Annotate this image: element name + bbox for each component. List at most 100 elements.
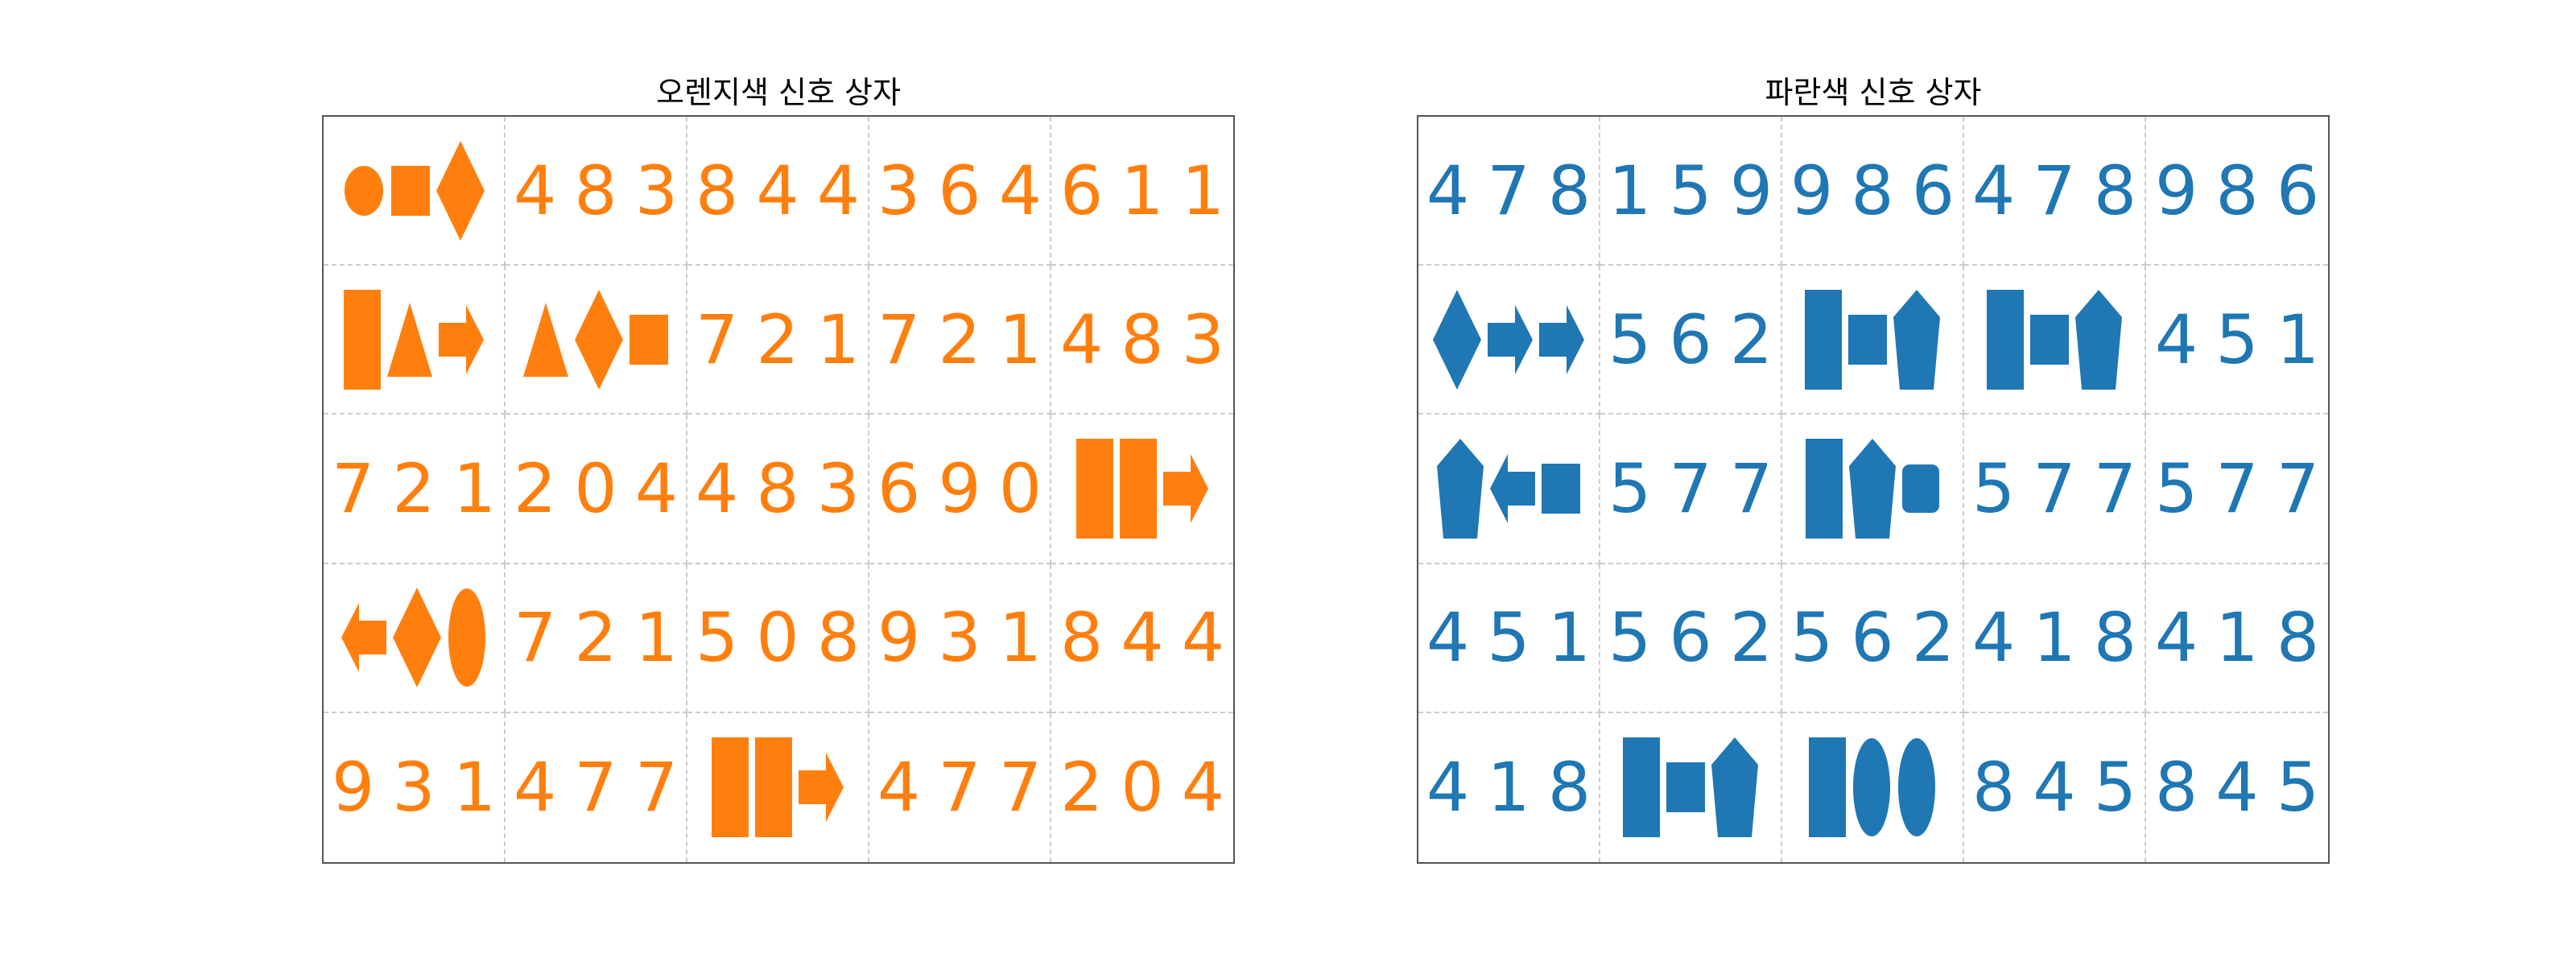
signal-number: 986 [1790,151,1964,230]
signal-number: 931 [877,598,1051,678]
blue-cell-r1-c5: 986 [2146,117,2328,266]
shape-group [1806,438,1939,539]
signal-number: 577 [1608,448,1782,528]
tall-rect-icon [1076,438,1113,539]
blue-cell-r5-c3 [1782,712,1964,862]
blue-signal-panel: 파란색 신호 상자 478 159 986 478 986 562 451 577 577 577… [1417,0,2330,966]
blue-cell-r2-c3 [1782,266,1964,415]
blue-cell-r2-c1 [1418,266,1600,415]
signal-number: 690 [877,448,1051,528]
signal-number: 159 [1608,151,1782,230]
arrow-right-icon [1163,453,1208,523]
rounded-square-icon [1902,464,1939,513]
orange-signal-grid: 483 844 364 611 721 721 483 721 204 483 690 721 508 9… [322,115,1235,864]
signal-number: 562 [1608,598,1782,678]
signal-number: 483 [1059,299,1233,379]
shape-group [344,289,484,390]
orange-cell-r4-c5: 844 [1051,564,1233,713]
signal-number: 577 [1971,448,2146,528]
shape-group [341,588,486,688]
ellipse-icon [1898,738,1935,837]
orange-cell-r4-c2: 721 [506,564,687,713]
tall-rect-icon [1120,438,1157,539]
signal-number: 562 [1608,299,1782,379]
blue-cell-r5-c5: 845 [2146,713,2328,862]
orange-cell-r2-c2 [506,266,687,415]
signal-number: 418 [1426,748,1600,828]
triangle-icon [523,302,568,377]
orange-cell-r1-c2: 483 [506,117,687,266]
ellipse-icon [448,588,485,687]
pentagon-icon [1437,438,1484,539]
orange-cell-r4-c3: 508 [687,564,869,713]
orange-cell-r5-c5: 204 [1051,713,1233,862]
tall-rect-icon [1805,289,1842,390]
signal-number: 986 [2154,151,2328,230]
blue-cell-r1-c3: 986 [1782,117,1964,266]
orange-cell-r4-c4: 931 [869,564,1051,713]
signal-number: 483 [513,151,687,230]
blue-cell-r5-c1: 418 [1418,712,1600,862]
shape-group [343,140,485,241]
orange-cell-r2-c4: 721 [869,266,1051,415]
orange-cell-r5-c4: 477 [869,712,1051,862]
diamond-icon [436,140,485,241]
diamond-icon [1433,289,1481,390]
signal-number: 721 [877,299,1051,379]
orange-cell-r5-c1: 931 [324,712,506,862]
square-icon [2030,314,2069,365]
pentagon-icon [1893,289,1940,390]
signal-number: 931 [331,748,506,828]
blue-cell-r5-c4: 845 [1964,712,2146,862]
signal-number: 845 [2154,748,2328,828]
signal-number: 478 [1426,151,1600,230]
signal-number: 721 [513,598,687,678]
blue-cell-r2-c4 [1964,266,2146,415]
orange-cell-r2-c1 [324,266,506,415]
pentagon-icon [2075,289,2122,390]
signal-number: 721 [331,448,506,528]
blue-cell-r3-c3 [1782,415,1964,564]
square-icon [1666,762,1705,813]
blue-cell-r3-c5: 577 [2146,415,2328,564]
signal-number: 508 [695,598,869,678]
blue-cell-r3-c2: 577 [1600,415,1782,564]
signal-number: 451 [1426,598,1600,678]
shape-group [1809,737,1936,838]
shape-group [712,737,844,838]
diamond-icon [575,289,623,390]
tall-rect-icon [344,289,381,390]
shape-group [523,289,668,390]
shape-group [1437,438,1580,539]
blue-panel-title: 파란색 신호 상자 [1765,75,1982,110]
orange-cell-r3-c4: 690 [869,415,1051,564]
arrow-right-icon [1539,304,1584,374]
blue-cell-r5-c2 [1600,712,1782,862]
circle-icon [345,165,383,216]
signal-number: 721 [695,299,869,379]
tall-rect-icon [755,737,792,838]
square-icon [1848,314,1887,365]
signal-number: 577 [2154,448,2328,528]
blue-cell-r3-c4: 577 [1964,415,2146,564]
signal-number: 844 [1059,598,1233,678]
arrow-left-icon [341,603,386,673]
triangle-icon [387,302,432,377]
blue-cell-r4-c5: 418 [2146,564,2328,713]
signal-number: 478 [1971,151,2146,230]
shape-group [1076,438,1208,539]
signal-number: 364 [877,151,1051,230]
shape-group [1805,289,1940,390]
signal-number: 483 [695,448,869,528]
signal-number: 611 [1059,151,1233,230]
orange-cell-r3-c3: 483 [687,415,869,564]
orange-cell-r2-c5: 483 [1051,266,1233,415]
signal-number: 204 [1059,748,1233,828]
blue-cell-r2-c2: 562 [1600,266,1782,415]
orange-cell-r1-c3: 844 [687,117,869,266]
blue-cell-r4-c1: 451 [1418,564,1600,713]
tall-rect-icon [1987,289,2024,390]
arrow-right-icon [799,753,844,823]
orange-cell-r5-c2: 477 [506,712,687,862]
signal-number: 845 [1971,748,2146,828]
